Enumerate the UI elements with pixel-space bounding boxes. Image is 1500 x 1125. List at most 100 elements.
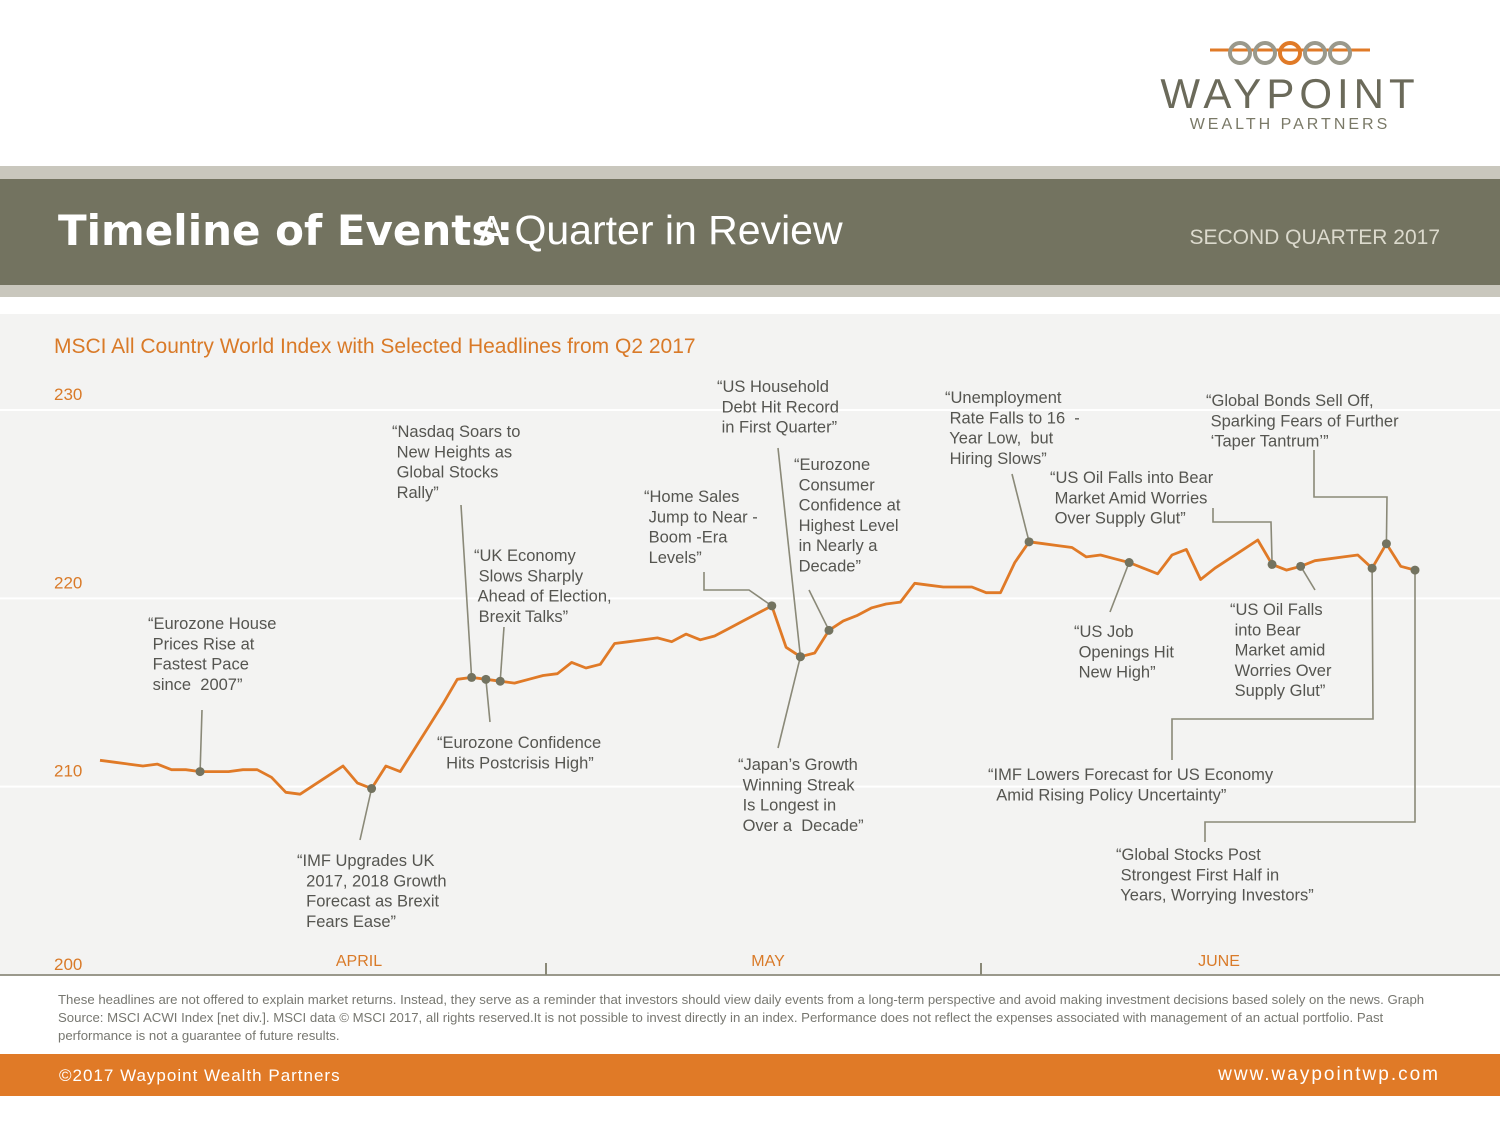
- annotation-point: [1124, 558, 1134, 568]
- annotation-line: Consumer: [794, 476, 875, 494]
- annotation-headline: “UK Economy Slows Sharply Ahead of Elect…: [474, 547, 612, 626]
- annotation-headline: “Nasdaq Soars to New Heights as Global S…: [392, 423, 520, 502]
- annotation-leader-line: [1204, 570, 1416, 842]
- annotation-leader-line: [460, 504, 473, 678]
- annotation-line: “IMF Upgrades UK: [297, 852, 435, 870]
- month-label: JUNE: [1198, 953, 1240, 970]
- annotation-line: Year Low, but: [945, 430, 1054, 448]
- annotation-line: Is Longest in: [738, 797, 836, 815]
- annotation-line: Rate Falls to 16 -: [945, 409, 1080, 427]
- annotation-line: Decade”: [794, 558, 861, 576]
- annotation-point: [1367, 563, 1377, 573]
- annotation-point: [1267, 559, 1277, 569]
- logo: WAYPOINT WEALTH PARTNERS: [1150, 38, 1430, 138]
- footer-url-link[interactable]: www.waypointwp.com: [1218, 1064, 1440, 1085]
- footer-copyright: ©2017 Waypoint Wealth Partners: [59, 1066, 341, 1085]
- annotation-line: Highest Level: [794, 517, 899, 535]
- title-banner: [0, 179, 1500, 285]
- annotation-line: Over a Decade”: [738, 817, 864, 835]
- annotation-line: into Bear: [1230, 621, 1301, 639]
- annotation-line: Ahead of Election,: [474, 588, 612, 606]
- month-label: APRIL: [336, 953, 382, 970]
- annotation-line: “UK Economy: [474, 547, 577, 565]
- annotation-headline: “Global Stocks Post Strongest First Half…: [1116, 846, 1314, 905]
- annotation-line: Prices Rise at: [148, 635, 255, 653]
- annotation-line: 2017, 2018 Growth: [297, 872, 447, 890]
- y-tick-label: 230: [54, 385, 82, 404]
- annotation-line: Market amid: [1230, 642, 1325, 660]
- annotation-line: Years, Worrying Investors”: [1116, 887, 1314, 905]
- month-label: MAY: [751, 953, 785, 970]
- annotation-leader-line: [808, 589, 830, 631]
- y-tick-label: 220: [54, 573, 82, 592]
- annotation-line: Rally”: [392, 484, 439, 502]
- annotation-line: Confidence at: [794, 497, 901, 515]
- annotation-line: “IMF Lowers Forecast for US Economy: [988, 766, 1274, 784]
- quarter-label: SECOND QUARTER 2017: [1189, 226, 1440, 249]
- annotation-line: Winning Streak: [738, 776, 855, 794]
- annotation-leader-line: [1313, 450, 1388, 544]
- chart-title: MSCI All Country World Index with Select…: [54, 335, 696, 358]
- annotation-headline: “US Job Openings Hit New High”: [1074, 623, 1174, 682]
- annotation-leader-line: [1212, 508, 1273, 565]
- annotation-point: [795, 652, 805, 662]
- annotation-line: Debt Hit Record: [717, 398, 839, 416]
- annotation-point: [467, 672, 477, 682]
- annotation-point: [367, 784, 377, 794]
- annotation-line: since 2007”: [148, 676, 242, 694]
- annotation-line: New High”: [1074, 664, 1156, 682]
- annotation-line: Forecast as Brexit: [297, 893, 440, 911]
- page-title-light: A Quarter in Review: [478, 207, 843, 253]
- disclaimer-text: These headlines are not offered to expla…: [58, 992, 1425, 1043]
- annotation-line: Amid Rising Policy Uncertainty”: [988, 786, 1226, 804]
- annotation-leader-line: [199, 709, 203, 772]
- annotation-line: in Nearly a: [794, 537, 878, 555]
- annotation-line: “US Job: [1074, 623, 1134, 641]
- logo-rings-icon: [1210, 41, 1370, 65]
- annotation-leader-line: [499, 626, 505, 682]
- annotation-line: Hits Postcrisis High”: [437, 754, 594, 772]
- header-area: [0, 0, 1500, 166]
- annotation-point: [481, 674, 491, 684]
- annotation-line: Strongest First Half in: [1116, 866, 1279, 884]
- annotation-headline: “Home Sales Jump to Near - Boom -Era Lev…: [644, 488, 758, 567]
- annotation-line: “Nasdaq Soars to: [392, 423, 520, 441]
- annotation-point: [767, 601, 777, 611]
- annotation-line: in First Quarter”: [717, 419, 837, 437]
- annotation-line: ‘Taper Tantrum’”: [1206, 433, 1329, 451]
- annotation-leader-line: [777, 447, 802, 657]
- annotation-line: Brexit Talks”: [474, 608, 568, 626]
- annotation-headline: “IMF Lowers Forecast for US Economy Amid…: [988, 766, 1274, 804]
- annotation-line: Hiring Slows”: [945, 450, 1047, 468]
- page-title-bold: Timeline of Events:: [58, 206, 514, 255]
- annotation-point: [495, 676, 505, 686]
- annotation-line: Fears Ease”: [297, 913, 396, 931]
- annotation-headline: “Eurozone Confidence Hits Postcrisis Hig…: [437, 734, 601, 772]
- annotation-line: “Home Sales: [644, 488, 739, 506]
- annotation-headline: “Eurozone Consumer Confidence at Highest…: [794, 456, 901, 576]
- annotation-line: Global Stocks: [392, 464, 498, 482]
- annotation-line: Sparking Fears of Further: [1206, 412, 1399, 430]
- annotation-line: Fastest Pace: [148, 656, 249, 674]
- annotation-headline: “US Oil Falls into Bear Market Amid Worr…: [1050, 469, 1214, 528]
- annotation-line: “Global Bonds Sell Off,: [1206, 392, 1374, 410]
- annotation-line: “US Oil Falls: [1230, 601, 1323, 619]
- footer-bar: [0, 1054, 1500, 1096]
- annotation-point: [1024, 537, 1034, 547]
- annotation-headline: “Unemployment Rate Falls to 16 - Year Lo…: [945, 389, 1080, 468]
- annotation-headline: “Global Bonds Sell Off, Sparking Fears o…: [1206, 392, 1399, 451]
- annotation-line: “US Household: [717, 378, 829, 396]
- banner-top-stripe: [0, 166, 1500, 179]
- annotation-point: [1410, 565, 1420, 575]
- annotation-leader-line: [1011, 473, 1030, 542]
- logo-subtitle: WEALTH PARTNERS: [1189, 116, 1391, 133]
- annotation-line: Openings Hit: [1074, 643, 1174, 661]
- annotation-leader-line: [359, 788, 373, 841]
- annotation-headline: “Japan’s Growth Winning Streak Is Longes…: [738, 756, 864, 835]
- annotation-point: [195, 767, 205, 777]
- annotation-line: Market Amid Worries: [1050, 489, 1207, 507]
- annotation-point: [824, 625, 834, 635]
- annotation-line: “Unemployment: [945, 389, 1062, 407]
- annotation-line: “US Oil Falls into Bear: [1050, 469, 1214, 487]
